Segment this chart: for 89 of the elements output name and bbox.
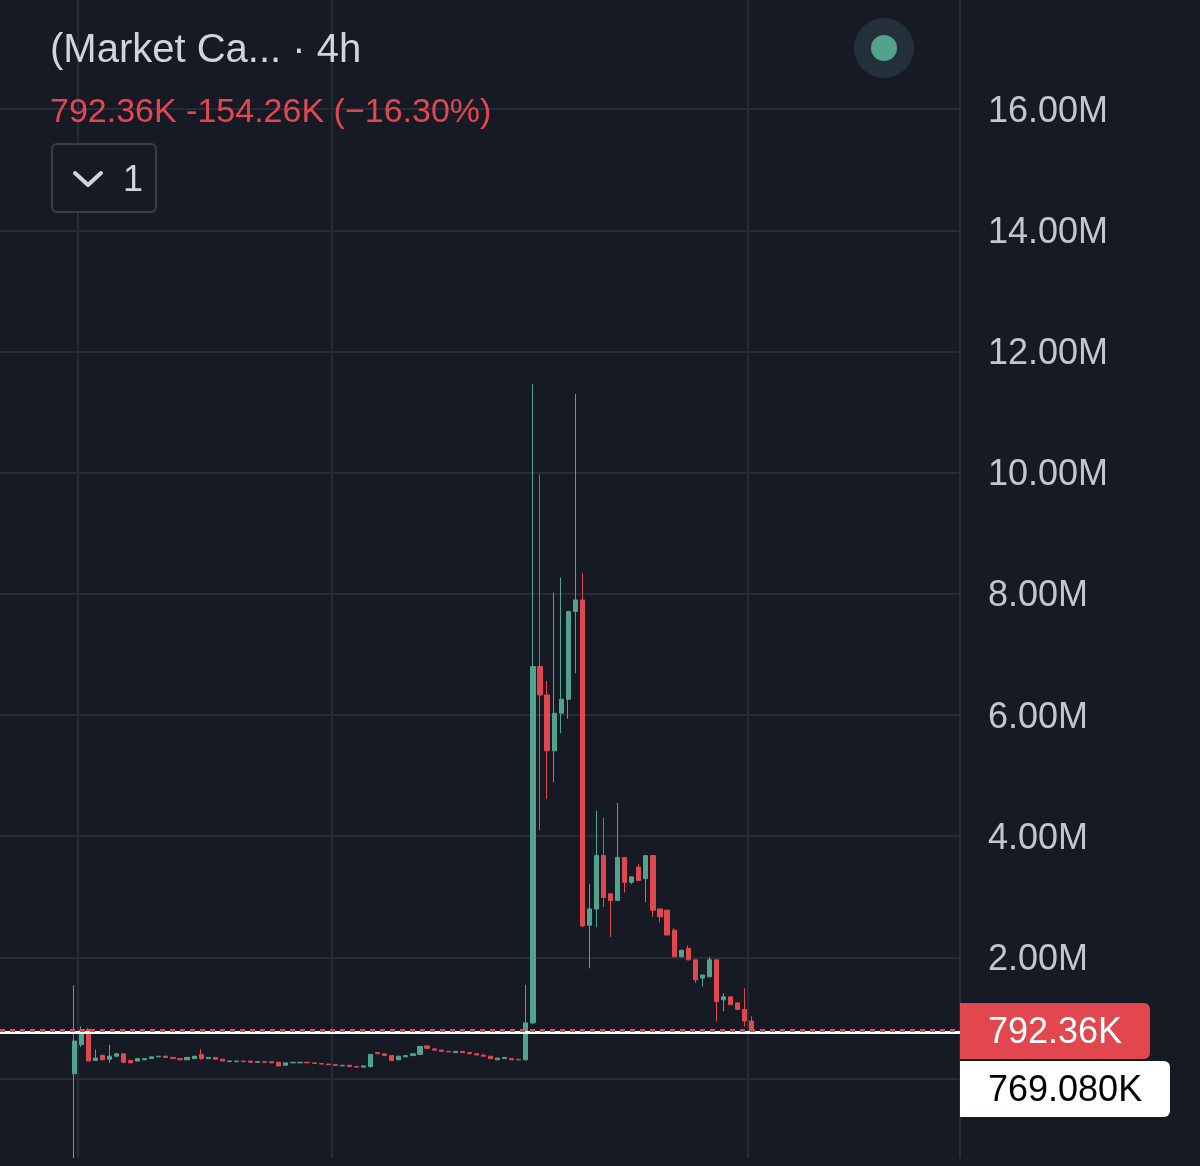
candlestick [615,802,620,901]
candlestick [424,1045,430,1049]
candlestick [643,855,648,903]
candlestick [142,1058,147,1061]
candlestick [432,1048,437,1051]
candlestick [234,1060,239,1063]
candlestick [693,959,698,984]
ref-line-label: 792.36K [960,1002,1151,1059]
candlestick [319,1062,324,1065]
candlestick [241,1060,246,1063]
candlestick [481,1054,486,1057]
candlestick [368,1053,373,1069]
candlestick [227,1060,232,1063]
ref-line-label: 769.080K [960,1060,1171,1117]
candlestick [135,1058,140,1062]
candlestick [495,1057,500,1061]
candlestick [439,1049,444,1052]
candlestick [488,1055,493,1060]
candlestick [502,1056,507,1060]
candlestick [269,1061,274,1064]
candlestick [707,956,712,978]
candlestick [530,383,536,1025]
candlestick [742,987,747,1028]
candlestick [248,1060,253,1063]
candlestick [149,1056,154,1060]
candlestick [523,984,528,1061]
candlestick [594,810,599,928]
candlestick [114,1052,119,1057]
candlestick [220,1058,225,1062]
candlestick [72,984,77,1159]
candlestick [636,863,641,881]
candlestick [474,1053,479,1056]
candlestick [403,1055,408,1058]
candlestick [559,576,564,734]
candlestick [304,1061,310,1064]
candlestick [199,1048,204,1061]
candlestick [580,572,585,928]
candlestick [453,1050,458,1054]
candlestick [552,592,557,783]
candlestick [679,949,684,958]
text: (Market Ca... · 4h [50,25,362,72]
candlestick [714,959,719,1023]
candlestick [128,1059,133,1064]
candlestick [396,1055,401,1061]
candlestick [446,1050,451,1053]
candlestick [566,610,571,720]
candlestick [601,816,606,908]
y-tick-label: 8.00M [988,573,1089,615]
candlestick [361,1065,366,1068]
candlestick [340,1064,345,1067]
candlestick [382,1053,387,1057]
candlestick [206,1056,211,1060]
y-tick-label: 2.00M [988,936,1089,978]
candlestick [721,992,726,1012]
candlestick [107,1044,112,1064]
candlestick [728,996,733,1006]
y-tick-label: 12.00M [988,330,1109,372]
candlestick [686,944,691,961]
candlestick [100,1053,105,1061]
candlestick [184,1056,190,1061]
candlestick [347,1064,352,1067]
y-tick-label: 6.00M [988,694,1089,736]
candlestick [460,1050,465,1054]
candlestick [467,1052,472,1055]
candlestick [587,883,592,969]
y-tick-label: 4.00M [988,815,1089,857]
candlestick [326,1063,331,1066]
annotation: 1 [123,158,144,199]
y-tick-label: 14.00M [988,209,1109,251]
y-tick-label: 10.00M [988,452,1109,494]
candlestick [213,1056,218,1060]
candlestick [622,856,627,894]
candlestick [629,876,634,885]
candlestick [608,893,613,938]
candlestick [700,974,705,988]
candlestick [509,1058,514,1061]
candlestick [163,1055,168,1058]
candlestick [93,1049,98,1062]
candlestick [573,393,578,674]
candlestick [389,1055,394,1061]
candlestick [121,1053,126,1063]
candlestick [192,1055,197,1060]
candlestick [276,1061,281,1067]
candlestick [672,927,677,958]
text: 792.36K -154.26K (−16.30%) [50,90,492,130]
candlestick [735,1002,740,1011]
candlestick [283,1062,288,1066]
y-tick-label: 16.00M [988,88,1109,130]
candlestick [375,1052,380,1055]
